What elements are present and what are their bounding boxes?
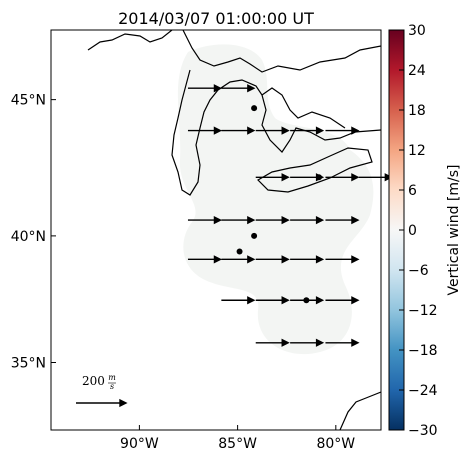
wind-vector <box>221 126 256 135</box>
wind-vector <box>221 255 256 264</box>
map-frame <box>50 29 382 431</box>
wind-vector <box>255 173 290 182</box>
colorbar-tick-label: −12 <box>408 303 438 319</box>
wind-vector <box>221 215 256 225</box>
reference-value: 200 <box>82 374 105 388</box>
colorbar-tick-label: 6 <box>408 183 417 199</box>
coastline <box>257 147 373 193</box>
station <box>251 105 258 112</box>
wind-vector <box>221 296 256 305</box>
wind-vector <box>255 126 290 135</box>
x-tick-label: 90°W <box>120 436 159 452</box>
reference-unit-numerator: m <box>108 373 116 382</box>
wind-vector <box>325 215 360 225</box>
y-tick-label: 35°N <box>11 356 46 372</box>
wind-vector <box>290 215 325 225</box>
wind-vector <box>255 296 290 305</box>
wind-vector <box>325 173 360 182</box>
colorbar-tick-label: −18 <box>408 343 438 359</box>
x-tick-label: 85°W <box>218 436 257 452</box>
station <box>303 297 310 304</box>
wind-vector <box>255 215 290 225</box>
station <box>315 174 322 181</box>
reference-label: 200 <box>82 374 105 388</box>
colorbar-tick-label: −24 <box>408 383 438 399</box>
wind-vector <box>187 126 223 135</box>
wind-vector <box>187 255 223 264</box>
y-tick-label: 45°N <box>11 93 46 109</box>
colorbar-tick-label: −6 <box>408 263 429 279</box>
wind-vector <box>290 296 325 305</box>
colorbar-tick-label: 0 <box>408 223 417 239</box>
vertical-wind-field <box>177 44 374 355</box>
wind-vector <box>255 255 290 264</box>
colorbar-tick-label: 18 <box>408 103 426 119</box>
wind-vector <box>325 338 360 347</box>
wind-vector <box>255 338 290 347</box>
map-layer <box>87 30 381 430</box>
wind-vector <box>187 215 223 225</box>
colorbar-tick-label: 30 <box>408 23 426 39</box>
colorbar-tick-label: −30 <box>408 423 438 439</box>
marks-layer <box>76 84 393 408</box>
station <box>236 248 243 255</box>
colorbar-tick-label: 12 <box>408 143 426 159</box>
colorbar-tick-label: 24 <box>408 63 426 79</box>
colorbar-label: Vertical wind [m/s] <box>446 165 462 296</box>
wind-vector <box>325 126 360 135</box>
station <box>251 232 258 239</box>
wind-vector <box>325 296 360 305</box>
coastline <box>339 391 381 430</box>
wind-vector <box>187 84 223 93</box>
y-tick-label: 40°N <box>11 229 46 245</box>
wind-vector <box>290 338 325 347</box>
wind-vector <box>290 126 325 135</box>
reference-vector <box>76 398 128 408</box>
reference-unit-denominator: s <box>110 382 114 391</box>
wind-vector <box>358 173 393 182</box>
coastline <box>182 30 381 73</box>
chart-title: 2014/03/07 01:00:00 UT <box>118 9 314 28</box>
x-tick-label: 80°W <box>316 436 355 452</box>
coastline <box>87 30 173 51</box>
wind-vector <box>290 255 325 264</box>
coastline <box>261 87 346 129</box>
wind-vector <box>221 84 256 93</box>
wind-vector <box>325 255 360 264</box>
